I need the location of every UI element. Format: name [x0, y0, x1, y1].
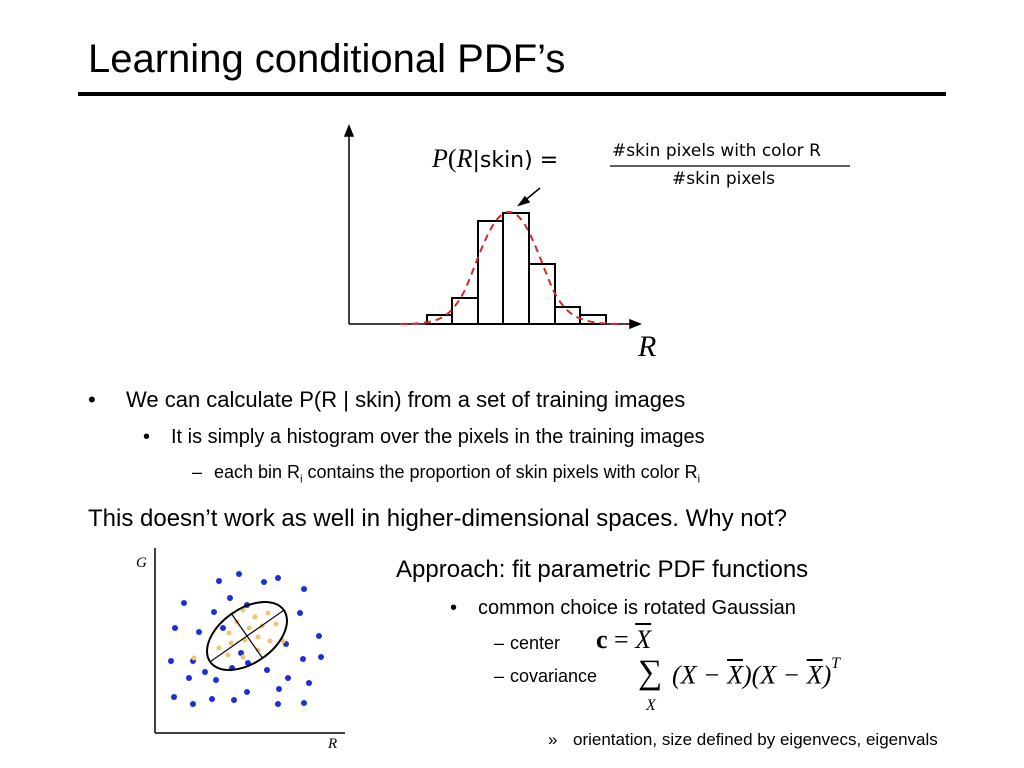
dot [190, 701, 196, 707]
dot [181, 600, 187, 606]
arrow [517, 187, 541, 207]
dot [244, 689, 250, 695]
bullet: each bin Ri contains the proportion of s… [214, 463, 700, 485]
dot [186, 675, 192, 681]
statement: This doesn’t work as well in higher-dime… [88, 505, 787, 532]
bullet-marker: – [494, 666, 505, 686]
dot [273, 621, 279, 627]
bullet: center [510, 633, 561, 653]
text: contains the proportion of skin pixels w… [302, 462, 698, 482]
bullet-marker: • [88, 387, 96, 412]
dot [213, 677, 219, 683]
scatter-axes [154, 548, 345, 734]
dot [209, 696, 215, 702]
dot [191, 655, 197, 661]
dot [236, 571, 242, 577]
dot [261, 579, 267, 585]
dot [275, 701, 281, 707]
dot [231, 697, 237, 703]
bullet: We can calculate P(R | skin) from a set … [126, 387, 686, 412]
math: )(X − [742, 660, 807, 690]
dot [297, 610, 303, 616]
denominator: #skin pixels [672, 169, 775, 189]
math: ) [822, 660, 832, 690]
bullet-marker: » [548, 730, 558, 749]
sum-index: X [646, 697, 656, 714]
dot [226, 630, 232, 636]
dot [196, 629, 202, 635]
covariance-formula: (X − X)(X − X)T [672, 656, 840, 690]
dot [252, 614, 258, 620]
dot [171, 694, 177, 700]
center-formula: c = X [596, 627, 651, 653]
dot [300, 656, 306, 662]
numerator: #skin pixels with color R [612, 141, 821, 161]
dot [301, 700, 307, 706]
subscript: i [697, 473, 701, 486]
text: each bin R [214, 462, 301, 482]
dot [220, 625, 226, 631]
dot [276, 686, 282, 692]
math: X [806, 660, 823, 690]
math: T [831, 655, 840, 672]
dot [267, 638, 273, 644]
note: orientation, size defined by eigenvecs, … [573, 730, 938, 749]
math: X [635, 625, 652, 654]
histogram-bars [426, 212, 607, 325]
bullet-marker: – [192, 462, 203, 482]
math: c [596, 625, 608, 654]
dot [301, 586, 307, 592]
dot [285, 675, 291, 681]
dot [168, 658, 174, 664]
math: R [456, 144, 473, 173]
dot [216, 578, 222, 584]
formula-lhs: P(R|skin) = [432, 146, 558, 172]
dot [228, 640, 234, 646]
dot [225, 652, 231, 658]
dot [172, 625, 178, 631]
dot [246, 625, 252, 631]
math: ( [447, 144, 457, 173]
heading: Approach: fit parametric PDF functions [396, 556, 809, 583]
math: (X − [672, 660, 728, 690]
sum-sign: ∑ [638, 654, 663, 691]
bullet-marker: • [450, 597, 458, 619]
scatter-dots [168, 571, 324, 707]
dot [202, 669, 208, 675]
dot [306, 680, 312, 686]
dot [265, 610, 271, 616]
dot [211, 609, 217, 615]
dot [227, 595, 233, 601]
bullet: common choice is rotated Gaussian [478, 597, 796, 619]
x-axis-label: R [638, 330, 657, 363]
dot [240, 654, 246, 660]
x-axis-label: R [328, 736, 338, 752]
bullet-marker: – [494, 633, 505, 653]
gaussian-curve [399, 210, 626, 325]
y-axis-label: G [136, 555, 147, 571]
math: |skin) = [472, 148, 559, 173]
math: = [607, 625, 636, 654]
dot [275, 575, 281, 581]
dot [264, 667, 270, 673]
slide-title: Learning conditional PDF’s [88, 37, 566, 81]
covariance-ellipse [206, 601, 288, 671]
math: P [432, 144, 448, 173]
dot [316, 633, 322, 639]
subscript: i [300, 473, 303, 486]
dot [255, 647, 261, 653]
bullet-marker: • [143, 426, 151, 448]
dot [318, 654, 324, 660]
bullet: covariance [510, 666, 598, 686]
dot [238, 650, 244, 656]
dot [255, 634, 261, 640]
dot [216, 645, 222, 651]
math: X [727, 660, 743, 690]
bullet: It is simply a histogram over the pixels… [171, 426, 705, 448]
